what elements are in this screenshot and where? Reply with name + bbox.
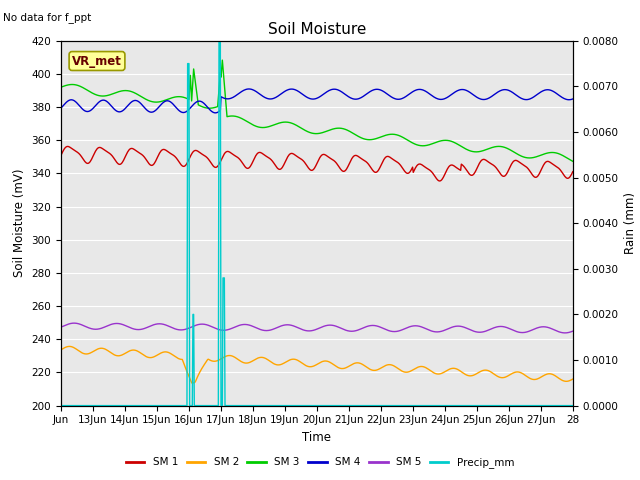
Y-axis label: Rain (mm): Rain (mm) (624, 192, 637, 254)
X-axis label: Time: Time (302, 431, 332, 444)
Y-axis label: Soil Moisture (mV): Soil Moisture (mV) (13, 169, 26, 277)
Title: Soil Moisture: Soil Moisture (268, 22, 366, 37)
Legend: SM 1, SM 2, SM 3, SM 4, SM 5, Precip_mm: SM 1, SM 2, SM 3, SM 4, SM 5, Precip_mm (122, 453, 518, 472)
Text: No data for f_ppt: No data for f_ppt (3, 12, 92, 23)
Text: VR_met: VR_met (72, 55, 122, 68)
